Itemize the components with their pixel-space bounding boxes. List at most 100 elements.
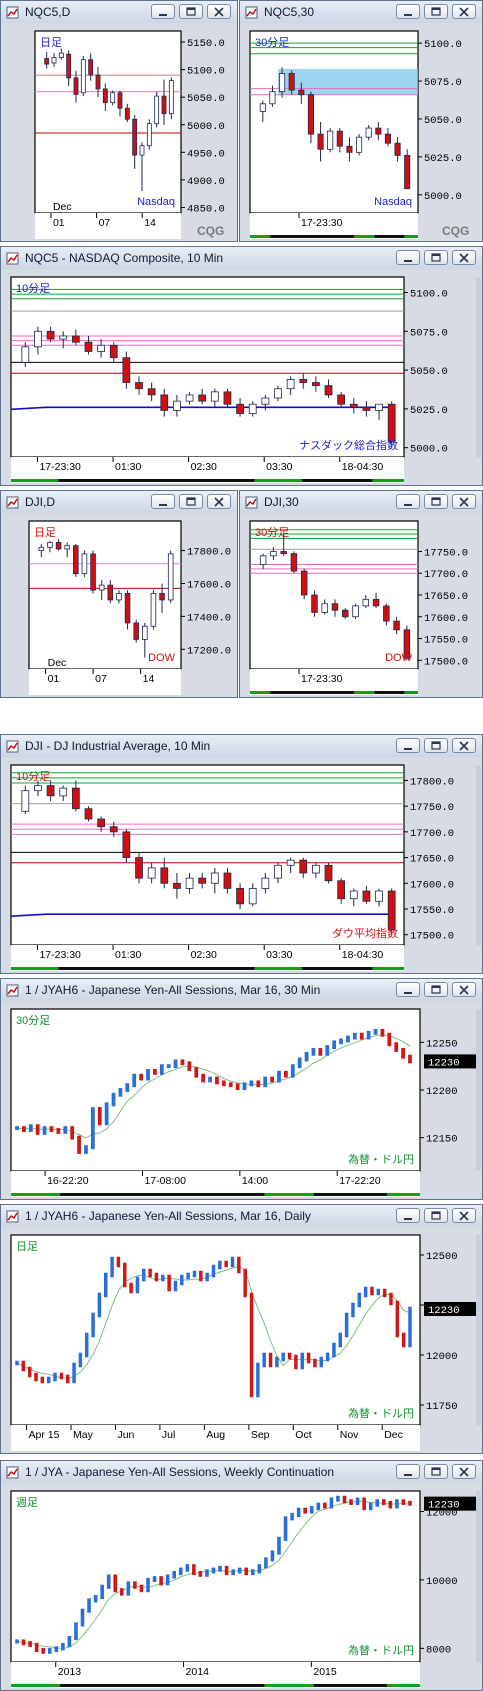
chart-canvas[interactable]: 17800.0 17600.0 17400.0 17200.0 01 07 14 Dec 日足 D… bbox=[1, 513, 237, 697]
plot-area[interactable] bbox=[10, 276, 405, 458]
minimize-button[interactable] bbox=[151, 4, 175, 19]
candle bbox=[375, 403, 383, 411]
maximize-button[interactable] bbox=[179, 494, 203, 509]
maximize-button[interactable] bbox=[424, 1208, 448, 1223]
close-button[interactable] bbox=[452, 982, 476, 997]
chart-window-dji-30[interactable]: DJI,30 17750.0 17700.0 17650.0 17600.0 17550.… bbox=[239, 490, 483, 698]
close-button[interactable] bbox=[452, 494, 476, 509]
window-title: DJI,D bbox=[25, 495, 55, 509]
minimize-button[interactable] bbox=[396, 738, 420, 753]
chart-canvas[interactable]: 17800.0 17750.0 17700.0 17650.0 17600.0 17550… bbox=[1, 757, 482, 973]
x-tick-label: 18-04:30 bbox=[342, 461, 384, 473]
plot-area[interactable] bbox=[249, 30, 419, 214]
candle bbox=[279, 73, 286, 93]
vertical-scrollbar[interactable] bbox=[476, 1491, 481, 1662]
candle bbox=[95, 74, 101, 90]
x-tick-label: 14 bbox=[144, 217, 156, 229]
window-titlebar[interactable]: 1 / JYAH6 - Japanese Yen-All Sessions, M… bbox=[1, 979, 482, 1002]
y-tick-label: 17750.0 bbox=[424, 547, 468, 559]
window-titlebar[interactable]: 1 / JYAH6 - Japanese Yen-All Sessions, M… bbox=[1, 1205, 482, 1228]
chart-canvas[interactable]: 5150.0 5100.0 5050.0 5000.0 4950.0 4900.0 4850… bbox=[1, 23, 237, 241]
session-bar bbox=[313, 1684, 388, 1687]
candle bbox=[280, 551, 287, 555]
plot-area[interactable] bbox=[10, 1490, 421, 1663]
x-tick-label: 17-22:20 bbox=[339, 1175, 381, 1187]
plot-area[interactable] bbox=[34, 30, 182, 214]
candle bbox=[142, 625, 148, 640]
plot-area[interactable] bbox=[10, 1234, 421, 1426]
window-titlebar[interactable]: DJI,D bbox=[1, 491, 237, 514]
candle bbox=[362, 406, 371, 411]
chart-window-nqc-10[interactable]: NQC5 - NASDAQ Composite, 10 Min 5100.0 507… bbox=[0, 246, 483, 486]
minimize-button[interactable] bbox=[396, 494, 420, 509]
minimize-button[interactable] bbox=[396, 250, 420, 265]
candle bbox=[160, 867, 169, 884]
chart-app-icon bbox=[245, 496, 258, 509]
close-button[interactable] bbox=[452, 4, 476, 19]
chart-window-dji-daily[interactable]: DJI,D 17800.0 17600.0 17400.0 17200.0 01 07 14 D… bbox=[0, 490, 238, 698]
maximize-button[interactable] bbox=[424, 4, 448, 19]
window-titlebar[interactable]: 1 / JYA - Japanese Yen-All Sessions, Wee… bbox=[1, 1461, 482, 1484]
time-axis bbox=[11, 457, 404, 483]
y-tick-label: 5025.0 bbox=[410, 405, 448, 417]
chart-canvas[interactable]: 12250 12200 12150 12230 16-22:20 17-08:00 14:0… bbox=[1, 1001, 482, 1199]
x-tick-label: Dec bbox=[384, 1429, 403, 1441]
average-line bbox=[10, 913, 394, 917]
chart-window-jy-weekly[interactable]: 1 / JYA - Japanese Yen-All Sessions, Wee… bbox=[0, 1460, 483, 1691]
last-price-marker bbox=[424, 1496, 480, 1511]
minimize-button[interactable] bbox=[396, 1208, 420, 1223]
close-button[interactable] bbox=[207, 494, 231, 509]
chart-canvas[interactable]: 5100.0 5075.0 5050.0 5025.0 5000.0 17-23:30 30… bbox=[240, 23, 482, 241]
maximize-button[interactable] bbox=[424, 250, 448, 265]
plot-area[interactable] bbox=[249, 520, 419, 670]
minimize-button[interactable] bbox=[151, 494, 175, 509]
maximize-button[interactable] bbox=[424, 494, 448, 509]
plot-area[interactable] bbox=[10, 1008, 421, 1172]
y-tick-label: 17650.0 bbox=[410, 854, 454, 866]
maximize-button[interactable] bbox=[424, 1464, 448, 1479]
chart-window-nqc-daily[interactable]: NQC5,D 5150.0 5100.0 5050.0 5000.0 4950.0 4900… bbox=[0, 0, 238, 242]
session-bar bbox=[404, 235, 418, 238]
close-button[interactable] bbox=[452, 1208, 476, 1223]
minimize-button[interactable] bbox=[396, 4, 420, 19]
candle bbox=[59, 787, 68, 797]
y-tick-label: 4900.0 bbox=[187, 176, 225, 188]
chart-window-dji-10[interactable]: DJI - DJ Industrial Average, 10 Min 17800… bbox=[0, 734, 483, 974]
plot-area[interactable] bbox=[10, 764, 405, 946]
maximize-button[interactable] bbox=[179, 4, 203, 19]
vertical-scrollbar[interactable] bbox=[476, 1009, 481, 1171]
average-line bbox=[10, 406, 394, 411]
close-button[interactable] bbox=[452, 738, 476, 753]
minimize-button[interactable] bbox=[396, 1464, 420, 1479]
candle bbox=[55, 541, 62, 550]
window-titlebar[interactable]: DJI,30 bbox=[240, 491, 482, 514]
vertical-scrollbar[interactable] bbox=[476, 277, 481, 457]
minimize-button[interactable] bbox=[396, 982, 420, 997]
close-button[interactable] bbox=[452, 1464, 476, 1479]
chart-canvas[interactable]: 1250012250120001175012230Apr 15MayJunJul… bbox=[1, 1227, 482, 1453]
maximize-icon bbox=[431, 741, 441, 750]
maximize-button[interactable] bbox=[424, 982, 448, 997]
vertical-scrollbar[interactable] bbox=[476, 765, 481, 945]
chart-canvas[interactable]: 5100.0 5075.0 5050.0 5025.0 5000.0 17-23:30 01… bbox=[1, 269, 482, 485]
candle bbox=[73, 545, 79, 575]
window-titlebar[interactable]: DJI - DJ Industrial Average, 10 Min bbox=[1, 735, 482, 758]
candle bbox=[147, 388, 156, 396]
close-button[interactable] bbox=[207, 4, 231, 19]
y-tick-label: 8000 bbox=[426, 1644, 451, 1656]
window-titlebar[interactable]: NQC5,D bbox=[1, 1, 237, 24]
vertical-scrollbar[interactable] bbox=[476, 1235, 481, 1425]
timeframe-tag: 10分足 bbox=[16, 282, 50, 295]
close-icon bbox=[459, 253, 469, 263]
maximize-button[interactable] bbox=[424, 738, 448, 753]
chart-window-jy-30[interactable]: 1 / JYAH6 - Japanese Yen-All Sessions, M… bbox=[0, 978, 483, 1200]
window-titlebar[interactable]: NQC5,30 bbox=[240, 1, 482, 24]
window-titlebar[interactable]: NQC5 - NASDAQ Composite, 10 Min bbox=[1, 247, 482, 270]
close-button[interactable] bbox=[452, 250, 476, 265]
chart-window-nqc-30[interactable]: NQC5,30 5100.0 5075.0 5050.0 5025.0 5000.0 17-… bbox=[239, 0, 483, 242]
candle bbox=[46, 330, 55, 340]
candle bbox=[299, 859, 308, 874]
chart-window-jy-daily[interactable]: 1 / JYAH6 - Japanese Yen-All Sessions, M… bbox=[0, 1204, 483, 1454]
chart-canvas[interactable]: 17750.0 17700.0 17650.0 17600.0 17550.0 17500… bbox=[240, 513, 482, 697]
